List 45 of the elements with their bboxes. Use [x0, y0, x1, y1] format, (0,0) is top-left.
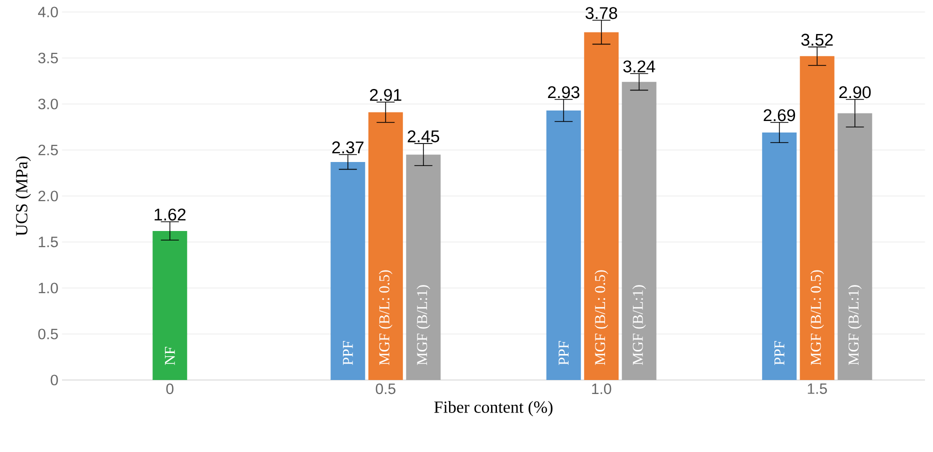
y-axis-title: UCS (MPa): [16, 156, 31, 236]
y-tick-label: 0.5: [38, 328, 58, 340]
x-tick-label: 0.5: [376, 384, 396, 394]
bar: [584, 32, 619, 380]
y-tick-label: 3.0: [38, 98, 58, 110]
x-axis-title: Fiber content (%): [434, 400, 552, 416]
bar: [330, 162, 366, 380]
x-tick-label: 0: [166, 384, 174, 394]
series-label: PPF: [774, 341, 784, 366]
y-tick-label: 0: [50, 374, 58, 386]
text: MGF (B/L:1): [848, 285, 862, 366]
data-label: 1.62: [154, 208, 186, 221]
data-label: 3.24: [623, 60, 656, 72]
bar: [406, 154, 441, 380]
bar: [762, 132, 797, 380]
text: PPF: [342, 341, 353, 366]
data-label: 2.69: [764, 109, 796, 122]
y-tick-label: 3.5: [38, 52, 58, 64]
x-tick-label: 1.0: [592, 384, 612, 394]
data-label: 3.78: [586, 7, 618, 20]
data-label: 2.45: [408, 130, 440, 142]
x-tick-label: 1.5: [808, 384, 827, 394]
y-tick-label: 1.5: [38, 236, 58, 248]
y-tick-label: 2.0: [38, 190, 58, 202]
bar: [152, 230, 188, 380]
y-tick-label: 4.0: [38, 6, 58, 18]
y-tick-label: 1.0: [38, 282, 58, 294]
text: MGF (B/L: 0.5): [810, 270, 824, 366]
bar: [800, 56, 834, 380]
data-label: 2.91: [370, 88, 402, 101]
bar: [622, 82, 656, 380]
bar: [546, 110, 581, 380]
series-label: MGF (B/L:1): [416, 285, 430, 366]
series-label: NF: [164, 346, 175, 366]
data-label: 2.93: [548, 86, 580, 98]
y-tick-label: 2.5: [38, 144, 58, 156]
data-label: 3.52: [801, 34, 833, 46]
text: PPF: [558, 341, 569, 366]
series-label: MGF (B/L: 0.5): [378, 270, 392, 366]
data-label: 2.37: [332, 141, 364, 154]
data-label: 2.90: [839, 86, 871, 98]
text: MGF (B/L: 0.5): [594, 270, 608, 366]
text: MGF (B/L:1): [632, 285, 646, 366]
bar: [838, 113, 872, 380]
bar: [368, 112, 403, 380]
